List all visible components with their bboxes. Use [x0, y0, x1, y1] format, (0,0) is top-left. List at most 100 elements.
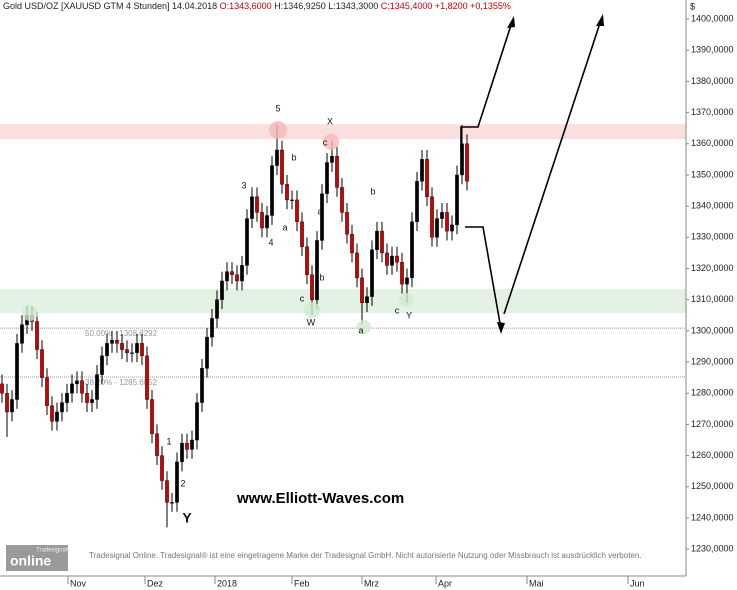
watermark: www.Elliott-Waves.com [236, 490, 404, 507]
candle-body [260, 212, 264, 229]
level-label: 50.00% - 1308.8292 [85, 329, 158, 338]
annotations: 5 X 3 4 a b c a b c W b a c Y 1 2 Y [22, 14, 604, 526]
candle-body [130, 352, 134, 354]
disclaimer: Tradesignal Online. Tradesignal® ist ein… [89, 551, 642, 560]
candle-body [305, 246, 309, 275]
candle-body [240, 265, 244, 282]
candle-body [390, 255, 394, 266]
candles [0, 125, 469, 528]
wave-label: a [317, 206, 322, 216]
wave-label: 3 [241, 180, 246, 190]
candle-body [460, 143, 464, 176]
wave-circle [269, 121, 287, 139]
zone [0, 289, 686, 314]
x-tick-label: Nov [70, 578, 87, 588]
candle-body [40, 349, 44, 378]
y-tick-label: 1330,0000 [691, 232, 734, 242]
candle-body [230, 271, 234, 275]
candle-body [205, 336, 209, 369]
candle-body [120, 343, 124, 350]
back-layer: 50.00% - 1308.8292 38.20% - 1285.6852 [0, 124, 686, 387]
x-tick-label: 2018 [217, 578, 237, 588]
zone [0, 124, 686, 140]
candle-body [385, 252, 389, 266]
y-tick-label: 1260,0000 [691, 450, 734, 460]
wave-label: b [319, 272, 324, 282]
y-tick-label: 1270,0000 [691, 419, 734, 429]
candle-body [360, 277, 364, 304]
y-tick-label: 1340,0000 [691, 201, 734, 211]
candle-body [65, 393, 69, 403]
candle-body [55, 411, 59, 422]
wave-label: 4 [268, 237, 273, 247]
candle-body [395, 255, 399, 263]
candle-body [315, 240, 319, 300]
y-tick-label: 1370,0000 [691, 107, 734, 117]
candle-body [135, 343, 139, 353]
candle-body [145, 355, 149, 400]
projection-arrows [460, 19, 602, 330]
candle-body [410, 221, 414, 279]
candle-body [150, 399, 154, 434]
candle-body [10, 399, 14, 413]
candle-body [355, 252, 359, 279]
candle-body [365, 296, 369, 304]
candle-body [370, 249, 374, 297]
candle-body [180, 442, 184, 463]
candle-body [335, 156, 339, 188]
candle-body [280, 149, 284, 185]
candle-body [290, 199, 294, 201]
arrow-head [596, 14, 604, 26]
candle-body [445, 212, 449, 232]
candle-body [115, 340, 119, 344]
y-tick-label: 1310,0000 [691, 294, 734, 304]
candle-body [300, 221, 304, 247]
candle-body [340, 187, 344, 213]
wave-label: b [370, 186, 375, 196]
candle-body [75, 380, 79, 385]
candle-body [435, 218, 439, 238]
wave-label: a [282, 222, 287, 232]
candle-body [330, 156, 334, 163]
candle-body [420, 159, 424, 182]
candle-body [175, 461, 179, 503]
candle-body [95, 374, 99, 400]
candle-body [380, 230, 384, 254]
currency: $ [690, 1, 695, 11]
y-tick-label: 1400,0000 [691, 13, 734, 23]
candle-body [430, 196, 434, 238]
wave-label: c [300, 293, 305, 303]
candle-body [90, 399, 94, 403]
candle-body [405, 277, 409, 285]
wave-circle [323, 134, 339, 150]
candle-body [215, 299, 219, 319]
candle-body [285, 184, 289, 201]
candle-body [225, 271, 229, 282]
wave-label: W [307, 317, 316, 327]
candle-body [345, 212, 349, 235]
candle-body [195, 402, 199, 441]
candle-body [200, 368, 204, 403]
candle-body [170, 502, 174, 504]
candle-body [265, 215, 269, 229]
candle-body [415, 180, 419, 222]
arrow [460, 21, 513, 150]
candle-body [70, 383, 74, 394]
candle-body [255, 196, 259, 213]
candle-body [270, 165, 274, 216]
x-tick-label: Mrz [364, 578, 379, 588]
candle-body [350, 234, 354, 254]
candle-body [375, 230, 379, 250]
candle-body [425, 159, 429, 197]
x-tick-label: Feb [294, 578, 310, 588]
candle-body [5, 393, 9, 413]
candle-body [20, 324, 24, 344]
wave-label: 2 [180, 478, 185, 488]
candle-body [125, 349, 129, 353]
logo-small: Tradesignal® [36, 547, 72, 554]
quote-open: O:1343,6000 [220, 1, 272, 11]
wave-label: Y [406, 310, 412, 320]
candle-body [275, 149, 279, 166]
wave-circle [399, 293, 413, 307]
wave-label: Y [182, 510, 192, 526]
